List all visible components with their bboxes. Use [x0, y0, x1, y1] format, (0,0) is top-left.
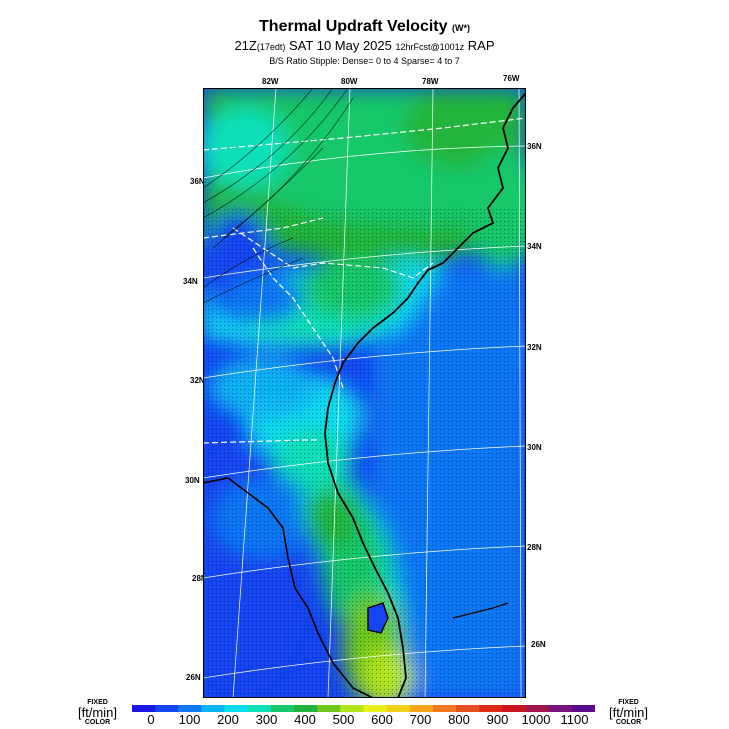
lat-label-left-32n: 32N: [190, 376, 205, 385]
stipple-overlay: [203, 208, 526, 698]
colorbar: [132, 705, 595, 712]
colorbar-swatch: [571, 705, 595, 712]
colorbar-right-label: FIXED [ft/min] COLOR: [608, 699, 648, 726]
colorbar-swatch: [224, 705, 249, 712]
coastline: [324, 92, 526, 698]
stipple-note: B/S Ratio Stipple: Dense= 0 to 4 Sparse=…: [269, 56, 460, 66]
lat-label-right-30n: 30N: [527, 443, 542, 452]
colorbar-swatch: [386, 705, 411, 712]
colorbar-swatch: [178, 705, 202, 712]
colorbar-swatch: [432, 705, 457, 712]
lat-label-right-26n: 26N: [531, 640, 546, 649]
colorbar-tick-label: 1000: [521, 712, 551, 727]
lat-label-left-26n: 26N: [186, 673, 201, 682]
lon-label-82w: 82W: [262, 77, 279, 86]
colorbar-swatch: [340, 705, 364, 712]
lat-label-right-28n: 28N: [527, 543, 542, 552]
colorbar-swatch: [502, 705, 527, 712]
lake-okeechobee: [367, 602, 389, 634]
colorbar-swatch: [479, 705, 503, 712]
colorbar-tick-label: 700: [409, 712, 432, 727]
colorbar-swatch: [317, 705, 341, 712]
lat-label-left-34n: 34N: [183, 277, 198, 286]
lat-label-right-34n: 34N: [527, 242, 542, 251]
colorbar-tick-label: 800: [448, 712, 470, 727]
colorbar-swatch: [155, 705, 179, 712]
colorbar-tick-label: 900: [486, 712, 509, 727]
thermal-updraft-map: [203, 88, 526, 698]
colorbar-tick-label: 0: [147, 712, 155, 727]
colorbar-swatch: [294, 705, 318, 712]
colorbar-swatch: [270, 705, 295, 712]
colorbar-tick-label: 500: [332, 712, 355, 727]
lat-label-right-36n: 36N: [527, 142, 542, 151]
colorbar-swatch: [132, 705, 156, 712]
lat-lon-grid: [203, 88, 526, 698]
colorbar-tick-label: 600: [371, 712, 393, 727]
colorbar-left-label: FIXED [ft/min] COLOR: [77, 699, 117, 726]
colorbar-swatch: [247, 705, 272, 712]
colorbar-swatch: [409, 705, 434, 712]
colorbar-swatch: [548, 705, 573, 712]
keys-coastline: [452, 602, 509, 619]
state-borders: [203, 117, 526, 444]
map-frame: [203, 88, 526, 698]
terrain-contours: [203, 88, 354, 304]
colorbar-tick-label: 200: [217, 712, 239, 727]
colorbar-tick-label: 1100: [560, 712, 589, 727]
colorbar-tick-label: 100: [178, 712, 201, 727]
colorbar-tick-label: 300: [255, 712, 278, 727]
colorbar-swatch: [456, 705, 480, 712]
lat-label-left-30n: 30N: [185, 476, 200, 485]
colorbar-tick-label: 400: [294, 712, 316, 727]
colorbar-swatch: [201, 705, 226, 712]
lon-label-78w: 78W: [422, 77, 439, 86]
colorbar-swatch: [525, 705, 550, 712]
lat-label-left-28n: 28N: [192, 574, 207, 583]
lon-label-76w: 76W: [503, 74, 520, 83]
lon-label-80w: 80W: [341, 77, 358, 86]
colorbar-swatch: [363, 705, 388, 712]
gulf-coastline: [203, 477, 374, 698]
lat-label-left-36n: 36N: [190, 177, 205, 186]
map-title: Thermal Updraft Velocity (W*): [259, 18, 470, 35]
lat-label-right-32n: 32N: [527, 343, 542, 352]
forecast-time: 21Z(17edt) SAT 10 May 2025 12hrFcst@1001…: [234, 38, 495, 53]
